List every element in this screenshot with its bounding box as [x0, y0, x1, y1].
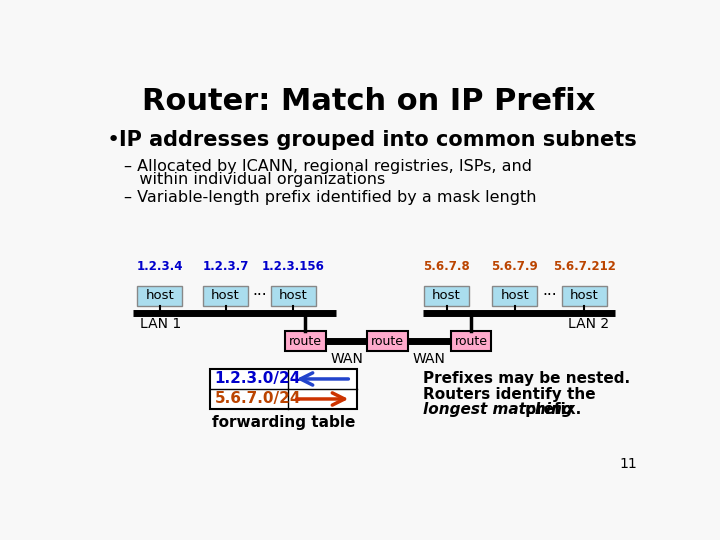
Bar [210, 369, 357, 409]
Text: host: host [279, 289, 307, 302]
Text: Router: Match on IP Prefix: Router: Match on IP Prefix [143, 87, 595, 116]
Text: ···: ··· [542, 288, 557, 303]
Text: host: host [211, 289, 240, 302]
Text: – Variable-length prefix identified by a mask length: – Variable-length prefix identified by a… [124, 190, 536, 205]
FancyBboxPatch shape [451, 331, 492, 351]
Text: 1.2.3.156: 1.2.3.156 [261, 260, 325, 273]
Text: route: route [289, 335, 322, 348]
Text: host: host [145, 289, 174, 302]
Text: – Allocated by ICANN, regional registries, ISPs, and: – Allocated by ICANN, regional registrie… [124, 159, 532, 174]
Text: WAN: WAN [413, 352, 446, 366]
Text: route: route [371, 335, 404, 348]
Text: 5.6.7.8: 5.6.7.8 [423, 260, 470, 273]
Text: •: • [107, 130, 120, 150]
Text: within individual organizations: within individual organizations [124, 172, 385, 187]
Text: WAN: WAN [330, 352, 363, 366]
FancyBboxPatch shape [203, 286, 248, 306]
Text: 5.6.7.212: 5.6.7.212 [553, 260, 616, 273]
FancyBboxPatch shape [424, 286, 469, 306]
Text: 5.6.7.9: 5.6.7.9 [491, 260, 538, 273]
FancyBboxPatch shape [367, 331, 408, 351]
Text: 1.2.3.7: 1.2.3.7 [202, 260, 249, 273]
Text: ···: ··· [252, 288, 266, 303]
Text: LAN 1: LAN 1 [140, 318, 181, 332]
Text: host: host [432, 289, 461, 302]
Text: Prefixes may be nested.: Prefixes may be nested. [423, 372, 631, 386]
Text: host: host [500, 289, 529, 302]
Text: 5.6.7.0/24: 5.6.7.0/24 [215, 392, 301, 407]
Text: prefix.: prefix. [520, 402, 581, 417]
Text: longest matching: longest matching [423, 402, 573, 417]
FancyBboxPatch shape [492, 286, 537, 306]
Text: 1.2.3.4: 1.2.3.4 [137, 260, 183, 273]
FancyBboxPatch shape [562, 286, 607, 306]
Text: IP addresses grouped into common subnets: IP addresses grouped into common subnets [120, 130, 637, 150]
Text: 1.2.3.0/24: 1.2.3.0/24 [215, 372, 301, 387]
Text: LAN 2: LAN 2 [568, 318, 609, 332]
Text: Routers identify the: Routers identify the [423, 387, 596, 402]
FancyBboxPatch shape [285, 331, 325, 351]
Text: route: route [455, 335, 488, 348]
FancyBboxPatch shape [271, 286, 315, 306]
FancyBboxPatch shape [138, 286, 182, 306]
Text: 11: 11 [619, 457, 637, 471]
Text: forwarding table: forwarding table [212, 415, 356, 430]
Text: host: host [570, 289, 599, 302]
